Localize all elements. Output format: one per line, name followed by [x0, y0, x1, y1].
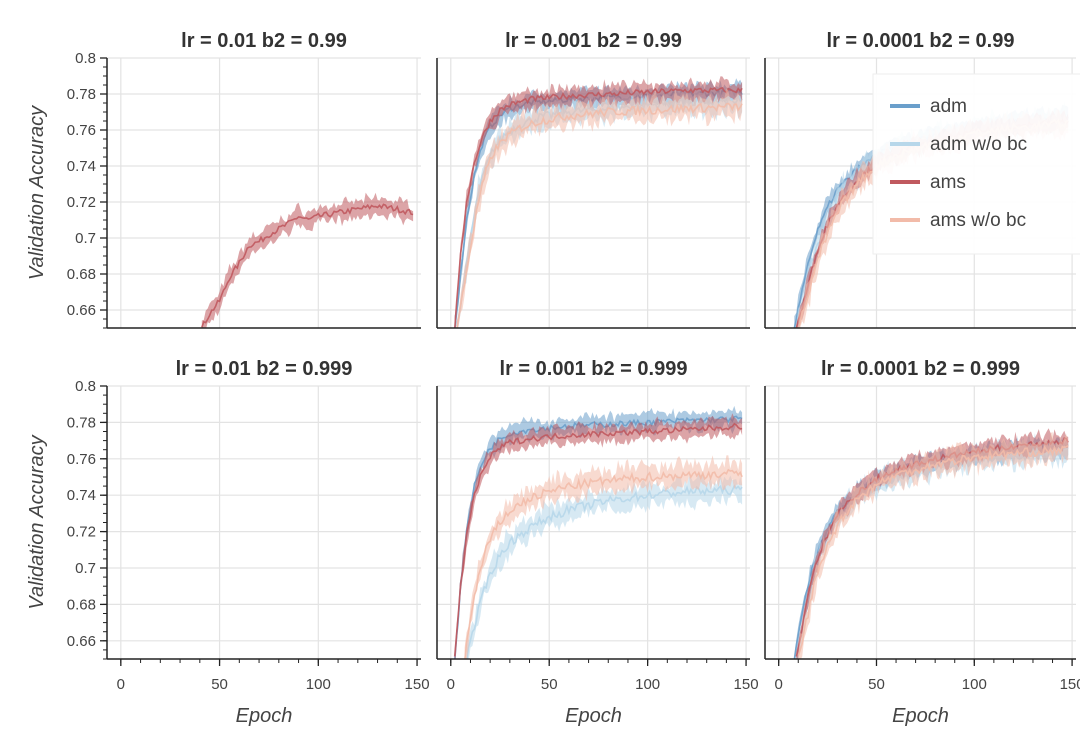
series-line-ams: [454, 86, 743, 328]
grid: [107, 385, 421, 659]
grid: [107, 57, 421, 328]
legend-entry: adm w/o bc: [930, 134, 1027, 155]
x-axis-label: Epoch: [236, 705, 293, 727]
legend-entry: adm: [930, 96, 967, 117]
x-axis-label: Epoch: [892, 705, 949, 727]
panel-title: lr = 0.001 b2 = 0.99: [505, 30, 682, 52]
series-line-ams-w-o-bc: [456, 102, 743, 328]
y-tick-label: 0.7: [75, 230, 96, 247]
x-axis-label: Epoch: [565, 705, 622, 727]
panel-title: lr = 0.001 b2 = 0.999: [500, 358, 688, 380]
x-tick-label: 50: [541, 676, 558, 693]
x-tick-label: 0: [447, 676, 455, 693]
x-tick-label: 150: [1060, 676, 1080, 693]
y-tick-label: 0.66: [67, 633, 96, 650]
series-line-ams: [201, 203, 414, 328]
y-tick-label: 0.78: [67, 86, 96, 103]
panel-5: 0 50 100 150 Epoch lr = 0.001 b2 = 0.999: [436, 358, 759, 727]
panel-title: lr = 0.01 b2 = 0.999: [176, 358, 353, 380]
legend-entry: ams: [930, 172, 966, 193]
series-group: [793, 428, 1069, 659]
y-tick-label: 0.72: [67, 194, 96, 211]
series-band-ams: [454, 76, 743, 328]
series-line-ams-w-o-bc: [464, 468, 743, 659]
series-band-ams: [454, 413, 743, 659]
series-band-ams: [201, 192, 414, 328]
series-line-adm-w-o-bc: [796, 444, 1069, 659]
grid: [765, 385, 1076, 659]
y-tick-label: 0.74: [67, 487, 96, 504]
panel-2: lr = 0.001 b2 = 0.99: [436, 30, 750, 329]
y-tick-label: 0.76: [67, 122, 96, 139]
y-tick-label: 0.72: [67, 524, 96, 541]
panel-title: lr = 0.0001 b2 = 0.999: [821, 358, 1020, 380]
series-group: [201, 192, 414, 328]
y-tick-label: 0.66: [67, 302, 96, 319]
x-tick-label: 100: [962, 676, 987, 693]
y-axis-label: Validation Accuracy: [26, 105, 48, 280]
series-line-adm-w-o-bc: [466, 484, 743, 659]
series-line-ams: [453, 422, 743, 657]
panel-title: lr = 0.01 b2 = 0.99: [181, 30, 347, 52]
x-tick-label: 50: [868, 676, 885, 693]
y-tick-label: 0.68: [67, 266, 96, 283]
series-group: [453, 405, 743, 659]
x-tick-label: 150: [405, 676, 430, 693]
series-band-ams-w-o-bc: [464, 455, 743, 659]
y-axis-label: Validation Accuracy: [26, 434, 48, 609]
panel-6: 0 50 100 150 Epoch lr = 0.0001 b2 = 0.999: [764, 358, 1080, 727]
legend-entry: ams w/o bc: [930, 210, 1026, 231]
series-line-ams-w-o-bc: [797, 444, 1069, 656]
x-tick-label: 50: [211, 676, 228, 693]
series-band-adm-w-o-bc: [796, 100, 1069, 328]
x-tick-label: 0: [117, 676, 125, 693]
x-tick-label: 100: [635, 676, 660, 693]
series-band-ams-w-o-bc: [798, 432, 1069, 659]
x-tick-label: 0: [775, 676, 783, 693]
panel-4: 0.8 0.78 0.76 0.74 0.72 0.7 0.68 0.66 Validation…: [26, 358, 430, 727]
y-tick-label: 0.8: [75, 50, 96, 67]
y-tick-label: 0.68: [67, 596, 96, 613]
series-band-ams-w-o-bc: [456, 88, 743, 328]
series-band-ams: [796, 428, 1069, 659]
x-tick-label: 150: [734, 676, 759, 693]
panel-title: lr = 0.0001 b2 = 0.99: [827, 30, 1015, 52]
y-tick-label: 0.8: [75, 378, 96, 395]
y-tick-label: 0.78: [67, 414, 96, 431]
legend: adm adm w/o bc ams ams w/o bc: [872, 73, 1080, 255]
y-tick-label: 0.74: [67, 158, 96, 175]
series-group: [454, 76, 743, 328]
series-band-adm-w-o-bc: [466, 473, 743, 659]
y-tick-label: 0.7: [75, 560, 96, 577]
panel-1: 0.8 0.78 0.76 0.74 0.72 0.7 0.68 0.66 Validation…: [26, 30, 421, 329]
x-tick-label: 100: [306, 676, 331, 693]
y-tick-label: 0.76: [67, 451, 96, 468]
